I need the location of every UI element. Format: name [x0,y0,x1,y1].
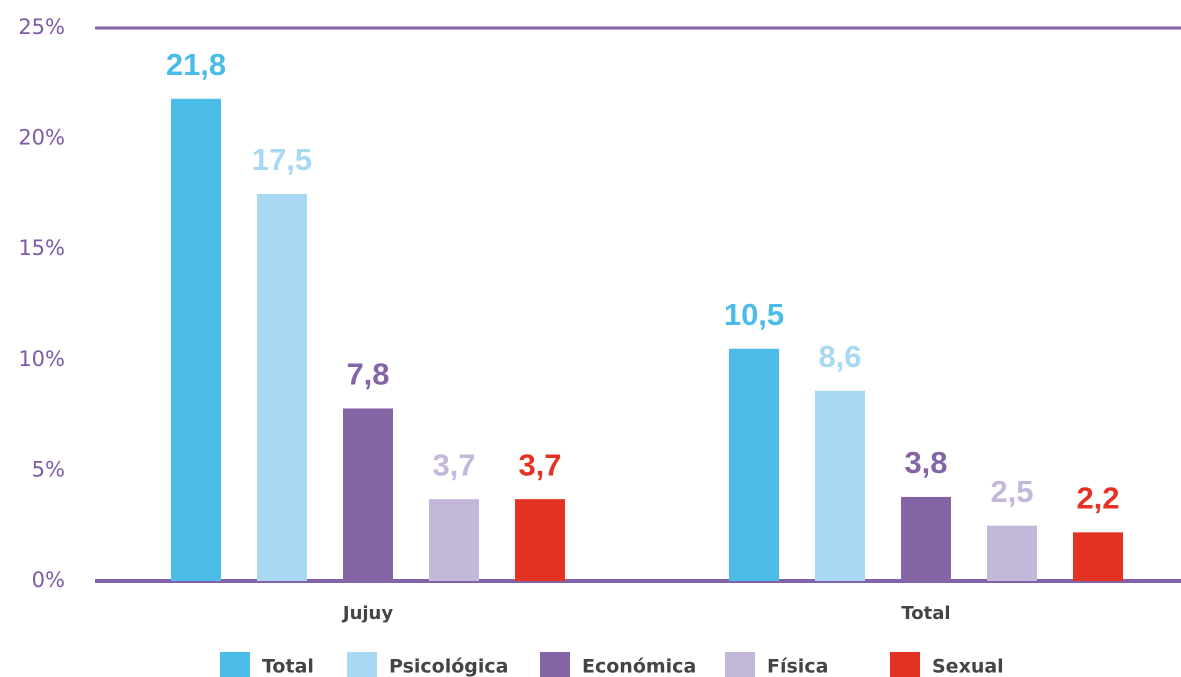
value-label: 10,5 [724,297,784,332]
legend-swatch [890,652,920,677]
bar [257,193,307,581]
value-label: 3,8 [904,445,947,480]
value-label: 21,8 [166,47,226,82]
value-label: 3,7 [518,447,561,482]
bar [729,348,779,581]
legend-label: Psicológica [389,656,509,677]
value-label: 8,6 [818,339,861,374]
value-label: 2,2 [1076,481,1119,516]
legend-label: Económica [582,656,696,677]
legend-label: Sexual [932,656,1004,677]
legend-label: Física [767,656,828,677]
bar [343,408,393,581]
bar [429,499,479,581]
y-tick-label: 25% [18,15,65,39]
value-label: 7,8 [346,357,389,392]
value-label: 3,7 [432,447,475,482]
value-label: 17,5 [252,142,312,177]
y-tick-label: 0% [32,568,65,592]
legend-label: Total [262,656,314,677]
y-tick-label: 10% [18,347,65,371]
bar [815,390,865,581]
value-label: 2,5 [990,474,1033,509]
bar [987,525,1037,581]
x-tick-label: Total [901,603,950,624]
legend-swatch [220,652,250,677]
legend-swatch [725,652,755,677]
y-tick-label: 5% [32,457,65,481]
bar [515,499,565,581]
bar [1073,532,1123,581]
bar [171,98,221,581]
y-tick-label: 15% [18,236,65,260]
y-tick-label: 20% [18,126,65,150]
bar [901,496,951,581]
legend-swatch [540,652,570,677]
legend-swatch [347,652,377,677]
x-tick-label: Jujuy [341,603,393,624]
